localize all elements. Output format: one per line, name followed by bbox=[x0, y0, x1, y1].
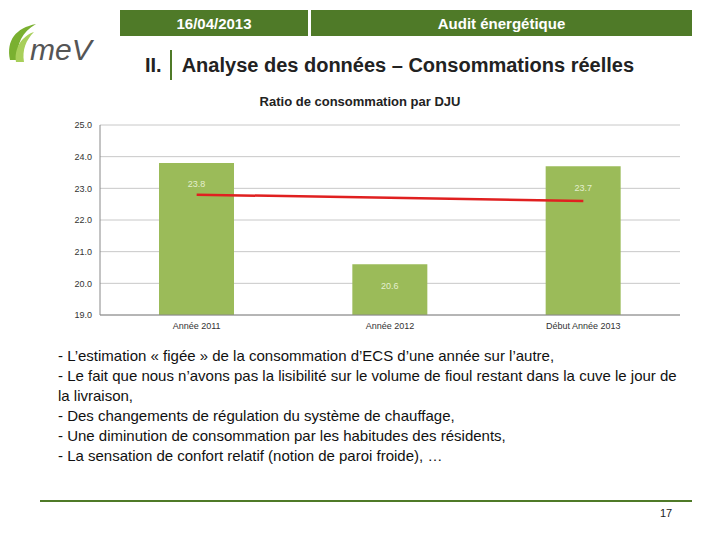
html-text:Ratio de consommation par DJU: Ratio de consommation par DJU bbox=[259, 94, 461, 109]
svg-text:19.0: 19.0 bbox=[74, 310, 92, 320]
svg-text:25.0: 25.0 bbox=[74, 120, 92, 130]
svg-text:22.0: 22.0 bbox=[74, 215, 92, 225]
svg-text:Année 2011: Année 2011 bbox=[173, 321, 221, 331]
svg-text:20.0: 20.0 bbox=[74, 279, 92, 289]
html-text:16/04/2013: 16/04/2013 bbox=[176, 14, 252, 32]
svg-text:20.6: 20.6 bbox=[381, 281, 399, 291]
html-text:17: 17 bbox=[660, 507, 673, 519]
html-text:II.: II. bbox=[145, 53, 162, 76]
svg-text:23.7: 23.7 bbox=[574, 183, 592, 193]
html-text:Analyse des données – Consomma: Analyse des données – Consommations réel… bbox=[181, 53, 635, 76]
svg-text:23.8: 23.8 bbox=[188, 179, 206, 189]
html-text:- L’estimation « figée » de la: - L’estimation « figée » de la consommat… bbox=[58, 347, 555, 364]
svg-text:meV: meV bbox=[30, 33, 95, 66]
html-text:- Des changements de régulatio: - Des changements de régulation du systè… bbox=[58, 407, 455, 424]
svg-text:23.0: 23.0 bbox=[74, 184, 92, 194]
svg-text:21.0: 21.0 bbox=[74, 247, 92, 257]
html-text:- Une diminution de consommati: - Une diminution de consommation par les… bbox=[58, 427, 506, 444]
html-text:- Le fait que nous n’avons pas: - Le fait que nous n’avons pas la lisibi… bbox=[58, 367, 677, 404]
html-text:Audit énergétique: Audit énergétique bbox=[437, 14, 566, 32]
svg-text:24.0: 24.0 bbox=[74, 152, 92, 162]
html-text:- La sensation de confort rela: - La sensation de confort relatif (notio… bbox=[58, 447, 443, 464]
svg-text:Année 2012: Année 2012 bbox=[366, 321, 415, 331]
svg-text:Début Année 2013: Début Année 2013 bbox=[546, 321, 621, 331]
